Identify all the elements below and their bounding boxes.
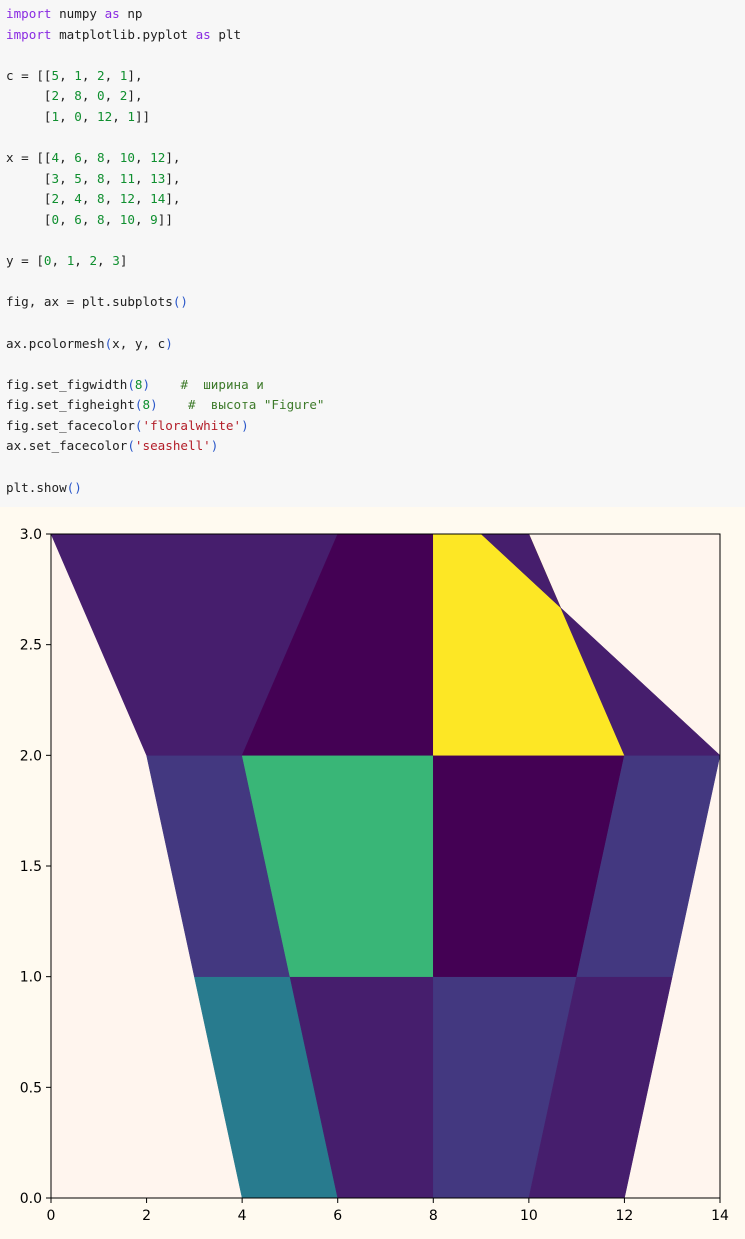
code-line: c = [[5, 1, 2, 1],: [6, 67, 143, 83]
code-line: import matplotlib.pyplot as plt: [6, 26, 242, 42]
x-tick-label: 6: [333, 1208, 342, 1224]
x-tick-label: 8: [429, 1208, 438, 1224]
code-line: [2, 8, 0, 2],: [6, 88, 143, 104]
code-line: [1, 0, 12, 1]]: [6, 108, 151, 124]
x-tick-label: 2: [142, 1208, 151, 1224]
x-axis-ticks: 0 2 4 6 8 10 12 14: [47, 1198, 729, 1224]
mesh-cells: [50, 533, 721, 1199]
pcolormesh-chart: 0 2 4 6 8 10 12 14 0.0 0.5 1.0 1.5 2.0 2.5 3.0: [20, 527, 729, 1224]
y-tick-label: 3.0: [20, 527, 42, 543]
code-line: plt.show(): [6, 479, 82, 495]
code-line: fig.set_facecolor('floralwhite'): [6, 417, 249, 433]
code-line: ax.pcolormesh(x, y, c): [6, 335, 173, 351]
code-line: y = [0, 1, 2, 3]: [6, 253, 128, 269]
code-line: [2, 4, 8, 12, 14],: [6, 191, 181, 207]
y-tick-label: 0.5: [20, 1080, 42, 1096]
code-line: fig, ax = plt.subplots(): [6, 294, 188, 310]
x-tick-label: 14: [711, 1208, 729, 1224]
code-line: x = [[4, 6, 8, 10, 12],: [6, 150, 181, 166]
x-tick-label: 10: [520, 1208, 538, 1224]
code-line: import numpy as np: [6, 6, 143, 21]
y-tick-label: 2.5: [20, 638, 42, 654]
code-line: ax.set_facecolor('seashell'): [6, 438, 219, 454]
code-line: fig.set_figheight(8) # высота "Figure": [6, 397, 325, 413]
y-tick-label: 1.0: [20, 970, 42, 986]
code-editor[interactable]: import numpy as np import matplotlib.pyp…: [6, 4, 745, 498]
y-axis-ticks: 0.0 0.5 1.0 1.5 2.0 2.5 3.0: [20, 527, 51, 1207]
y-tick-label: 1.5: [20, 859, 42, 875]
code-line: [0, 6, 8, 10, 9]]: [6, 211, 173, 227]
code-cell[interactable]: import numpy as np import matplotlib.pyp…: [0, 0, 745, 507]
y-tick-label: 2.0: [20, 748, 42, 764]
x-tick-label: 12: [616, 1208, 634, 1224]
code-line: [3, 5, 8, 11, 13],: [6, 170, 181, 186]
x-tick-label: 0: [47, 1208, 56, 1224]
code-line: fig.set_figwidth(8) # ширина и: [6, 376, 264, 392]
plot-output: 0 2 4 6 8 10 12 14 0.0 0.5 1.0 1.5 2.0 2.5 3.0: [0, 507, 745, 1239]
y-tick-label: 0.0: [20, 1191, 42, 1207]
x-tick-label: 4: [238, 1208, 247, 1224]
